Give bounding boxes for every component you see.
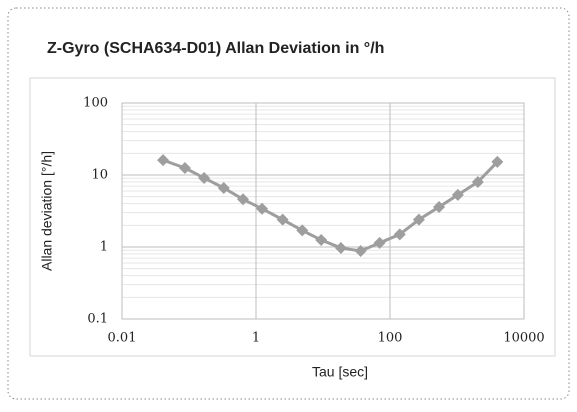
data-point xyxy=(373,236,386,249)
data-point xyxy=(412,213,425,226)
y-tick-label: 100 xyxy=(83,96,108,111)
chart-title: Z-Gyro (SCHA634-D01) Allan Deviation in … xyxy=(47,40,384,57)
data-point xyxy=(354,244,367,257)
y-axis-label: Allan deviation [°/h] xyxy=(39,151,55,271)
x-tick-label: 0.01 xyxy=(108,331,137,346)
x-tick-label: 100 xyxy=(378,331,403,346)
data-point xyxy=(296,224,309,237)
data-point xyxy=(157,154,170,167)
data-point xyxy=(217,181,230,194)
x-axis-label: Tau [sec] xyxy=(312,364,368,380)
data-point xyxy=(471,175,484,188)
x-tick-label: 1 xyxy=(252,331,260,346)
y-tick-label: 1 xyxy=(100,240,108,255)
data-point xyxy=(491,155,504,168)
data-point xyxy=(433,200,446,213)
data-point xyxy=(256,202,269,215)
data-point xyxy=(393,228,406,241)
data-point xyxy=(276,213,289,226)
y-tick-label: 10 xyxy=(91,168,108,183)
data-point xyxy=(237,193,250,206)
data-point xyxy=(178,162,191,175)
data-point xyxy=(334,241,347,254)
x-tick-label: 10000 xyxy=(503,331,544,346)
data-point xyxy=(198,171,211,184)
data-point xyxy=(451,188,464,201)
data-point xyxy=(315,234,328,247)
plot-frame xyxy=(29,77,556,357)
y-tick-label: 0.1 xyxy=(87,312,108,327)
